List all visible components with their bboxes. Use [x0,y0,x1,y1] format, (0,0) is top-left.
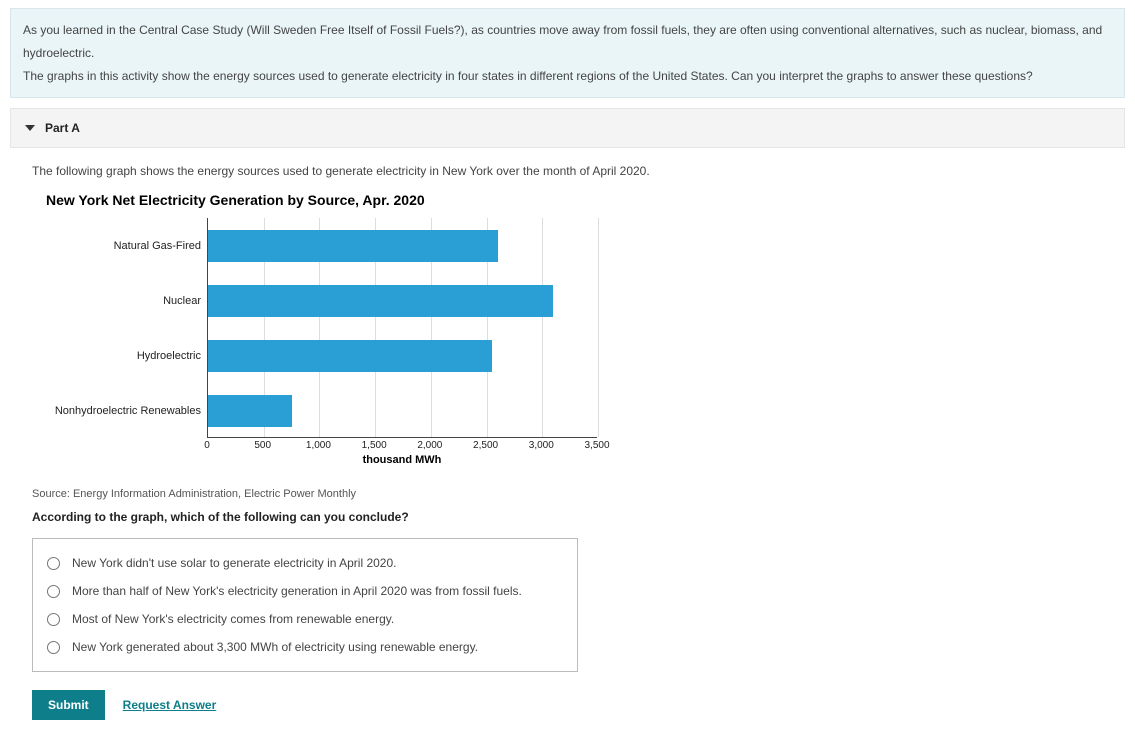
x-tick-label: 500 [254,440,271,451]
y-category-label: Hydroelectric [137,328,201,383]
chart-x-axis-label: thousand MWh [207,454,597,466]
answer-option-text: New York generated about 3,300 MWh of el… [72,640,478,654]
x-tick-label: 2,500 [473,440,498,451]
answer-option-text: Most of New York's electricity comes fro… [72,612,394,626]
question-text: According to the graph, which of the fol… [32,510,1103,524]
x-tick-label: 1,000 [306,440,331,451]
x-tick-label: 3,500 [584,440,609,451]
bar-row [208,285,553,317]
chart-y-labels: Natural Gas-FiredNuclearHydroelectricNon… [32,218,207,438]
y-category-label: Nuclear [163,273,201,328]
chart-plot-area [207,218,597,438]
chart: Natural Gas-FiredNuclearHydroelectricNon… [32,218,1103,466]
bar-row [208,395,292,427]
bar [208,395,292,427]
x-tick-label: 2,000 [417,440,442,451]
request-answer-link[interactable]: Request Answer [123,698,217,712]
y-category-label: Natural Gas-Fired [114,218,201,273]
answer-option-text: More than half of New York's electricity… [72,584,522,598]
submit-button[interactable]: Submit [32,690,105,720]
grid-line [598,218,599,437]
y-category-label: Nonhydroelectric Renewables [55,383,201,438]
chart-x-ticks: 05001,0001,5002,0002,5003,0003,500 [207,438,597,452]
answer-radio[interactable] [47,613,60,626]
bar-row [208,230,498,262]
intro-box: As you learned in the Central Case Study… [10,8,1125,98]
options-box: New York didn't use solar to generate el… [32,538,578,672]
chart-source: Source: Energy Information Administratio… [32,488,1103,500]
bar [208,230,498,262]
intro-line-2: The graphs in this activity show the ene… [23,65,1112,88]
bar [208,340,492,372]
answer-radio[interactable] [47,585,60,598]
answer-radio[interactable] [47,557,60,570]
answer-option[interactable]: New York generated about 3,300 MWh of el… [47,633,563,661]
intro-line-1: As you learned in the Central Case Study… [23,19,1112,65]
part-header[interactable]: Part A [10,108,1125,148]
x-tick-label: 1,500 [362,440,387,451]
part-content: The following graph shows the energy sou… [0,148,1135,732]
grid-line [542,218,543,437]
answer-option[interactable]: Most of New York's electricity comes fro… [47,605,563,633]
bar-row [208,340,492,372]
answer-option-text: New York didn't use solar to generate el… [72,556,396,570]
answer-option[interactable]: More than half of New York's electricity… [47,577,563,605]
bar [208,285,553,317]
prompt-text: The following graph shows the energy sou… [32,164,1103,178]
answer-radio[interactable] [47,641,60,654]
x-tick-label: 3,000 [529,440,554,451]
part-label: Part A [45,121,80,135]
caret-down-icon [25,125,35,131]
x-tick-label: 0 [204,440,210,451]
chart-title: New York Net Electricity Generation by S… [46,192,1103,208]
actions-row: Submit Request Answer [32,690,1103,720]
answer-option[interactable]: New York didn't use solar to generate el… [47,549,563,577]
